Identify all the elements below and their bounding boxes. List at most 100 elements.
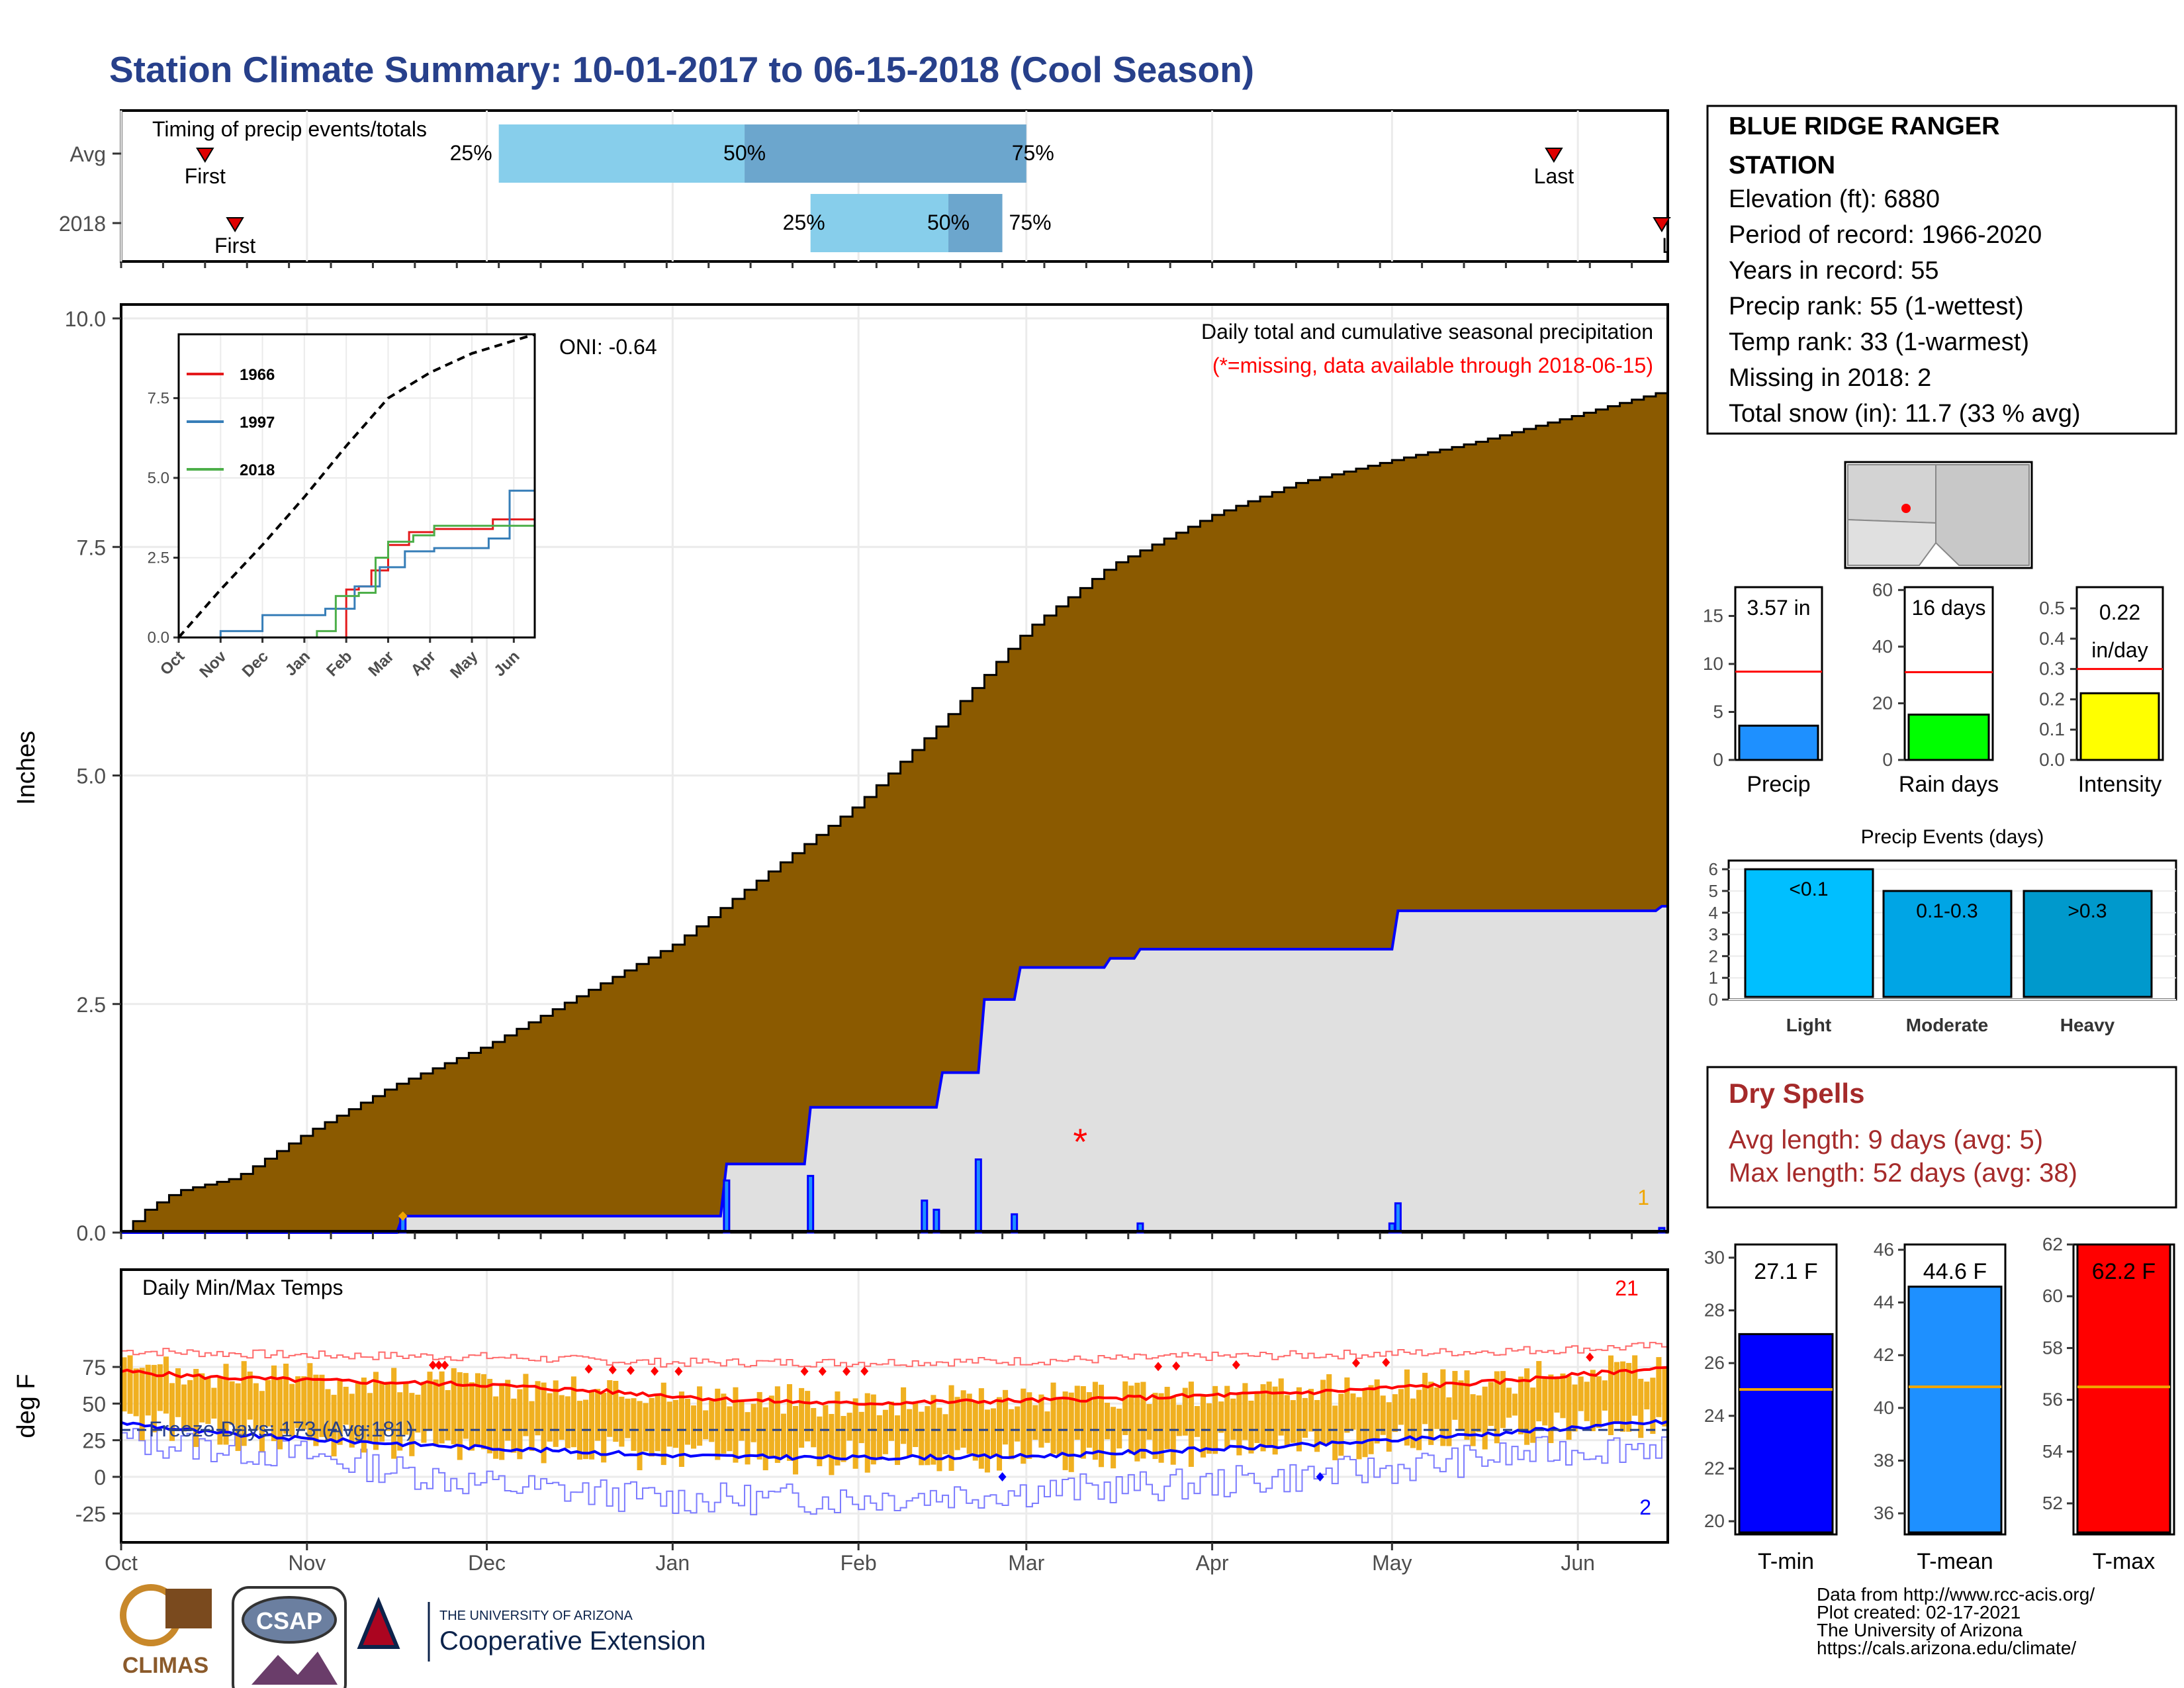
- inset-panel: [177, 333, 536, 639]
- temp-day-bar: [1326, 1374, 1332, 1444]
- inset-ytick-label: 0.0: [148, 629, 169, 647]
- record-high-marker: [1351, 1358, 1360, 1368]
- temp-day-bar: [469, 1382, 475, 1451]
- temp-day-bar: [1122, 1381, 1128, 1435]
- temp-day-bar: [1458, 1380, 1464, 1429]
- temp-xtick-label: May: [1372, 1551, 1412, 1575]
- temp-day-bar: [145, 1364, 151, 1416]
- temp-day-bar: [523, 1374, 529, 1436]
- tempbar-ytick-label: 30: [1704, 1247, 1725, 1268]
- temp-day-bar: [1422, 1372, 1428, 1425]
- temp-day-bar: [289, 1383, 295, 1437]
- record-high-marker: [441, 1360, 449, 1370]
- temp-day-bar: [1428, 1382, 1434, 1445]
- inset-ytick-label: 2.5: [148, 549, 169, 567]
- temp-day-bar: [343, 1386, 349, 1425]
- temp-day-bar: [463, 1373, 469, 1439]
- temp-day-bar: [1632, 1355, 1638, 1416]
- tempbar-label: T-max: [2093, 1549, 2155, 1574]
- temp-day-bar: [1218, 1401, 1224, 1433]
- temp-day-bar: [1386, 1402, 1392, 1452]
- minibar-ytick-label: 20: [1872, 692, 1893, 713]
- temp-day-bar: [1404, 1369, 1410, 1446]
- temp-day-bar: [373, 1372, 379, 1450]
- temp-day-bar: [1398, 1389, 1404, 1425]
- temp-day-bar: [780, 1413, 786, 1457]
- inset-frame: [177, 333, 536, 639]
- temp-day-bar: [445, 1389, 451, 1440]
- tempbar-ytick-label: 24: [1704, 1405, 1725, 1426]
- precip-event-inner: >0.3: [2068, 900, 2107, 922]
- precip-events-ytick-label: 2: [1709, 946, 1718, 966]
- last-marker: [1545, 148, 1563, 163]
- timing-row-label: Avg: [69, 142, 106, 166]
- temp-day-bar: [451, 1368, 457, 1444]
- temp-day-bar: [631, 1398, 637, 1451]
- precip-events-ytick-label: 1: [1709, 968, 1718, 988]
- temp-day-bar: [199, 1373, 205, 1423]
- ua-logo-bottom: Cooperative Extension: [439, 1626, 705, 1656]
- temp-day-bar: [1494, 1371, 1500, 1444]
- temp-day-bar: [1590, 1370, 1596, 1432]
- precip-event-bar: [1882, 890, 2013, 998]
- minibar-value: [1907, 714, 1990, 761]
- temp-day-bar: [175, 1368, 181, 1417]
- tempbar-ytick-label: 20: [1704, 1511, 1725, 1531]
- minibar-ytick-label: 0.0: [2039, 749, 2065, 770]
- precip-event-inner: 0.1-0.3: [1916, 900, 1978, 922]
- temp-day-bar: [1524, 1368, 1530, 1445]
- tempbar-ytick-label: 54: [2042, 1441, 2063, 1462]
- minibar-label: Rain days: [1899, 772, 1999, 797]
- temp-day-bar: [331, 1395, 337, 1457]
- temp-day-bar: [1548, 1374, 1554, 1444]
- temp-day-bar: [1608, 1355, 1614, 1435]
- temp-day-bar: [1542, 1378, 1548, 1426]
- record-low-marker: [998, 1472, 1007, 1481]
- timing-bar-q2: [948, 194, 1003, 252]
- inset-line-2018: [179, 522, 536, 639]
- temp-day-bar: [409, 1393, 415, 1456]
- temp-day-bar: [595, 1389, 601, 1441]
- timing-title: Timing of precip events/totals: [152, 117, 427, 141]
- temp-day-bar: [895, 1415, 901, 1466]
- temp-day-bar: [1194, 1406, 1200, 1437]
- station-location-marker: [1901, 504, 1911, 513]
- temp-day-bar: [211, 1387, 217, 1419]
- temp-day-bar: [157, 1364, 163, 1411]
- csap-logo-text: CSAP: [256, 1607, 322, 1634]
- climas-logo-block: [165, 1589, 212, 1628]
- temp-day-bar: [415, 1394, 421, 1433]
- tempbar-ytick-label: 22: [1704, 1458, 1725, 1478]
- precip-events-ytick-label: 0: [1709, 990, 1718, 1009]
- temp-day-bar: [1003, 1389, 1009, 1445]
- tempbar-value: [1738, 1333, 1834, 1534]
- temp-day-bar: [505, 1380, 511, 1441]
- temp-day-bar: [1009, 1409, 1015, 1460]
- dry-spells-max: Max length: 52 days (avg: 38): [1729, 1158, 2077, 1188]
- temp-day-bar: [337, 1380, 343, 1445]
- temp-day-bar: [919, 1411, 925, 1466]
- minibar-value-label2: in/day: [2091, 638, 2148, 662]
- temp-day-bar: [589, 1390, 595, 1460]
- temp-day-bar: [1602, 1380, 1608, 1411]
- temp-day-bar: [217, 1376, 223, 1445]
- temp-day-bar: [433, 1379, 439, 1446]
- temp-day-bar: [427, 1372, 433, 1431]
- temp-day-bar: [1308, 1389, 1314, 1432]
- temp-day-bar: [672, 1399, 678, 1448]
- temp-day-bar: [1656, 1357, 1662, 1417]
- minibar-ytick-label: 10: [1703, 653, 1723, 674]
- inset-legend-label: 1997: [240, 414, 275, 432]
- temp-day-bar: [277, 1378, 283, 1450]
- temp-day-bar: [121, 1357, 127, 1412]
- tempbar-ytick-label: 46: [1874, 1239, 1894, 1260]
- temp-day-bar: [259, 1391, 265, 1452]
- inset-ytick-label: 5.0: [148, 469, 169, 487]
- temp-day-bar: [1116, 1408, 1122, 1449]
- temp-day-bar: [1512, 1393, 1518, 1416]
- dry-spells-avg: Avg length: 9 days (avg: 5): [1729, 1125, 2043, 1154]
- temp-day-bar: [1536, 1361, 1542, 1422]
- temp-day-bar: [1584, 1382, 1590, 1421]
- temp-day-bar: [1266, 1382, 1272, 1448]
- temp-day-bar: [235, 1383, 241, 1451]
